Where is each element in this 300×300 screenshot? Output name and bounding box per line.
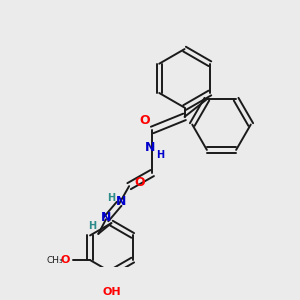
Text: N: N [101, 211, 111, 224]
Text: N: N [116, 195, 126, 208]
Text: CH₃: CH₃ [46, 256, 63, 265]
Text: O: O [139, 114, 150, 127]
Text: O: O [61, 255, 70, 265]
Text: N: N [145, 141, 155, 154]
Text: H: H [107, 193, 116, 203]
Text: H: H [156, 150, 164, 160]
Text: O: O [135, 176, 145, 189]
Text: OH: OH [102, 287, 121, 297]
Text: H: H [88, 221, 96, 231]
